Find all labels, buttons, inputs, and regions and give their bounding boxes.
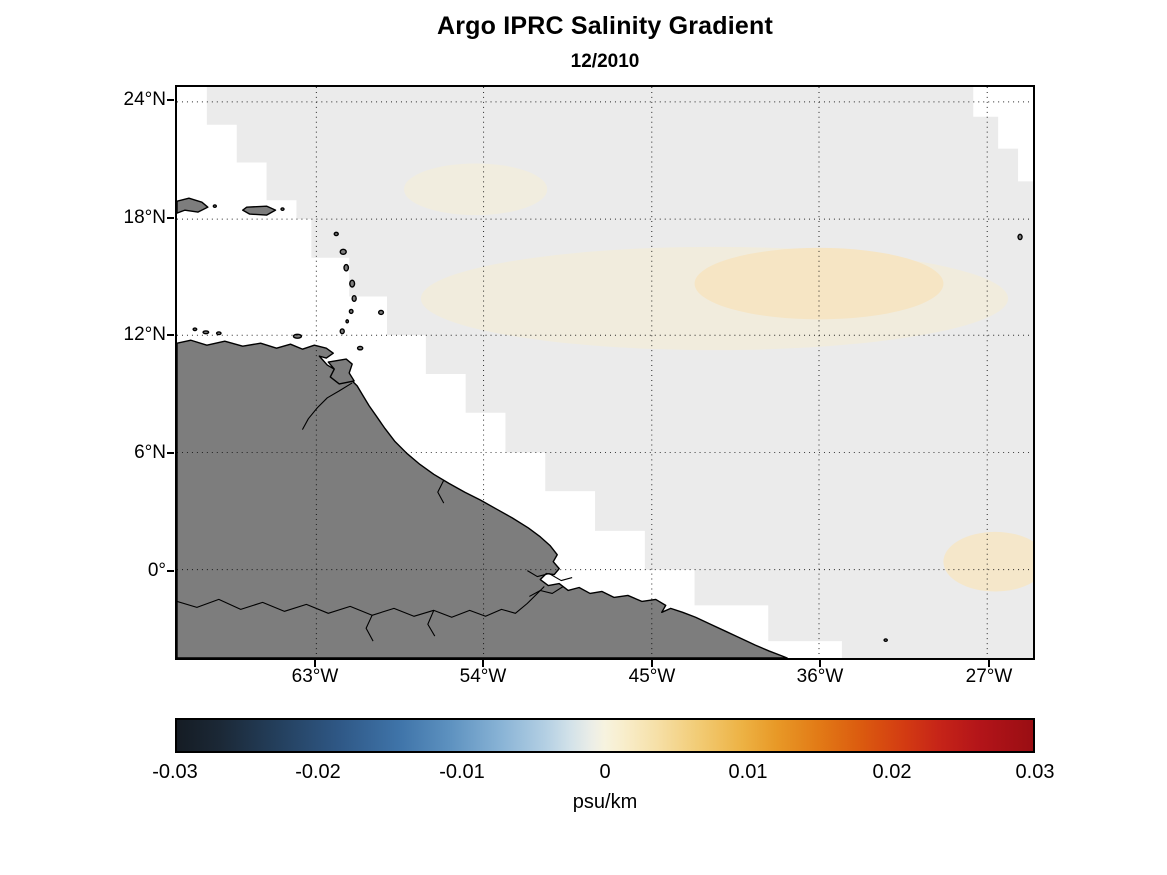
colorbar-tick-label: 0.03 [1015,761,1055,783]
island-cape-verde-speck [1017,233,1023,241]
y-axis-tick [167,452,174,454]
colorbar [175,718,1035,753]
island-hispaniola-tip [177,197,209,214]
island-margarita [292,333,303,339]
graticule [177,87,1033,658]
positive-anomaly-north [403,163,548,216]
colorbar-tick-label: 0.01 [728,761,768,783]
colorbar-unit-label: psu/km [572,791,638,813]
x-axis-tick [314,660,316,667]
y-tick-label: 18°N [123,207,166,228]
x-tick-label: 45°W [628,666,676,687]
salinity-field [206,87,1033,658]
land-south-america [177,339,788,658]
positive-anomaly-southeast [943,531,1033,592]
x-tick-label: 63°W [291,666,339,687]
island-grenada [339,328,345,335]
y-axis-tick [167,99,174,101]
island-dominica [343,263,350,272]
river-tapajos [365,615,374,642]
plot-title: Argo IPRC Salinity Gradient [436,12,773,40]
colorbar-tick-label: -0.02 [295,761,341,783]
river-xingu [427,610,436,637]
x-axis-tick [482,660,484,667]
river-orinoco [301,382,353,430]
island-curacao [202,330,210,335]
x-axis-tick [651,660,653,667]
plot-subtitle: 12/2010 [570,51,640,72]
y-tick-label: 24°N [123,89,166,110]
amazon-mouth-channel [527,570,573,582]
river-layer [177,382,573,642]
island-aruba [192,327,198,332]
colorbar-tick-label: -0.03 [152,761,198,783]
map-plot [175,85,1035,660]
x-axis-tick [819,660,821,667]
colorbar-tick-label: 0 [599,761,611,783]
x-axis-tick [988,660,990,667]
island-barbados [377,309,385,316]
x-tick-label: 27°W [965,666,1013,687]
amazon-mouth-channel [529,586,564,597]
island-lesser-antilles [192,204,385,351]
island-tobago [356,345,364,351]
river-essequibo [437,480,445,504]
island-st-lucia [351,295,357,302]
y-axis-tick [167,334,174,336]
x-tick-label: 54°W [459,666,507,687]
island-bonaire [215,331,222,336]
island-fernando-de-noronha [883,638,888,643]
land-layer [177,197,1023,658]
map-canvas [177,87,1033,658]
island-trinidad [327,358,355,385]
island-grenadines [345,319,350,324]
island-dot [280,207,285,212]
x-tick-label: 36°W [796,666,844,687]
y-axis-tick [167,570,174,572]
positive-anomaly-core [694,247,944,320]
island-puerto-rico [241,205,277,216]
y-tick-label: 6°N [134,442,166,463]
colorbar-tick-label: -0.01 [439,761,485,783]
river-amazon [177,586,545,618]
island-dot [212,204,218,209]
island-antigua [333,231,339,237]
island-guadeloupe [339,248,347,256]
colorbar-tick-label: 0.02 [872,761,912,783]
y-tick-label: 12°N [123,324,166,345]
y-axis-tick [167,217,174,219]
island-martinique [349,279,356,288]
island-st-vincent [348,308,354,315]
y-tick-label: 0° [147,560,166,581]
